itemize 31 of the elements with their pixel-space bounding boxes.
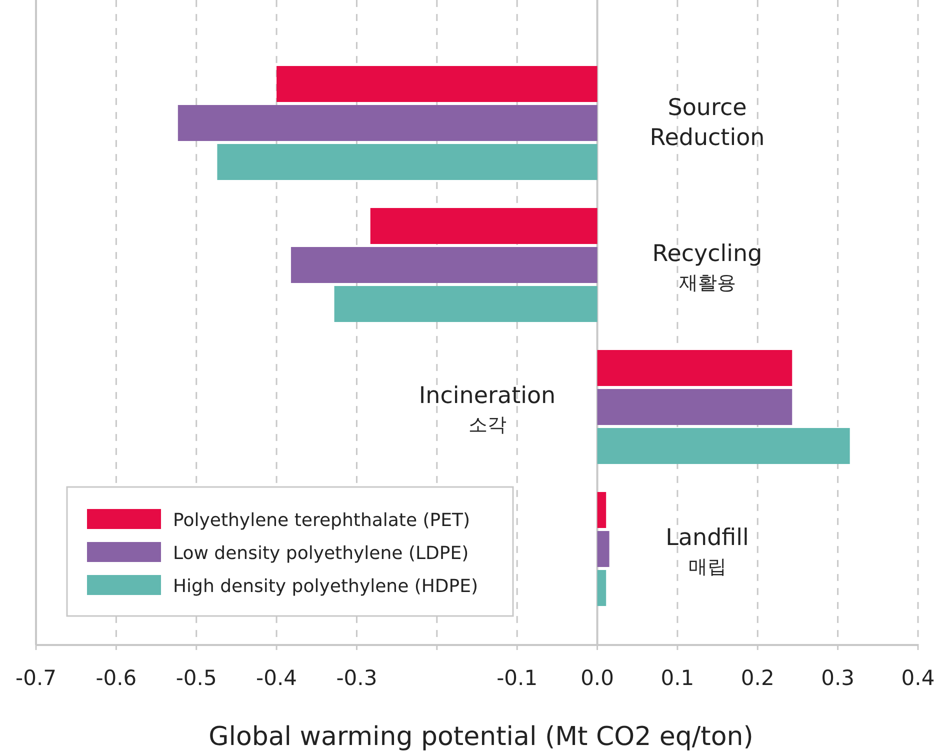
bar <box>597 570 606 606</box>
x-tick-label: 0.1 <box>660 666 694 690</box>
x-tick-label: 0.2 <box>740 666 774 690</box>
x-tick-label: -0.5 <box>176 666 217 690</box>
x-axis-title: Global warming potential (Mt CO2 eq/ton) <box>208 722 754 752</box>
x-tick-label: -0.6 <box>96 666 137 690</box>
y-tick-label: Incineration 소각 <box>418 383 556 436</box>
y-tick-label: Source Reduction <box>650 95 765 151</box>
legend-label: High density polyethylene (HDPE) <box>173 576 478 597</box>
x-tick-label: -0.3 <box>336 666 378 690</box>
bar <box>178 105 598 141</box>
x-tick-label: 0.4 <box>901 666 935 690</box>
bar <box>597 492 606 528</box>
bar <box>290 247 598 283</box>
bar <box>597 389 792 425</box>
bar <box>597 531 610 567</box>
x-tick-label: -0.1 <box>496 666 538 690</box>
legend-label: Low density polyethylene (LDPE) <box>173 543 469 564</box>
bar <box>334 286 598 322</box>
bar <box>276 66 598 102</box>
bar <box>217 144 598 180</box>
x-tick-label: -0.4 <box>256 666 298 690</box>
legend-label: Polyethylene terephthalate (PET) <box>173 510 470 531</box>
bar <box>597 350 792 386</box>
x-tick-label: 0.3 <box>821 666 855 690</box>
y-tick-label: Recycling 재활용 <box>652 241 762 294</box>
x-tick-label: -0.7 <box>16 666 56 690</box>
bar <box>370 208 598 244</box>
bar <box>597 428 850 464</box>
x-tick-label: 0.0 <box>580 666 614 690</box>
y-tick-label: Landfill 매립 <box>666 525 749 578</box>
